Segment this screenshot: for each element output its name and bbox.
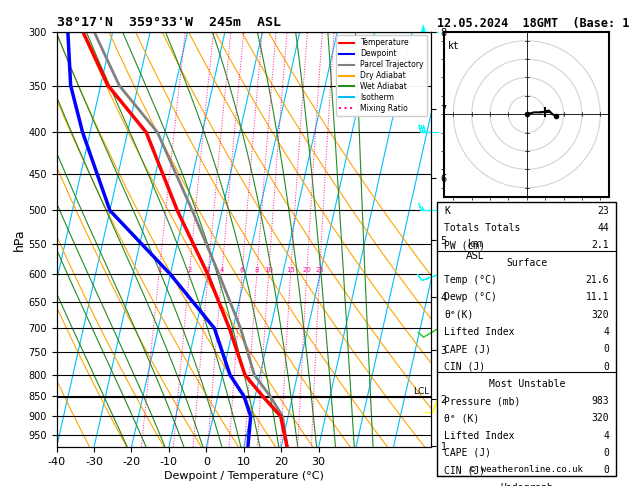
Text: 12.05.2024  18GMT  (Base: 12): 12.05.2024 18GMT (Base: 12) [437, 17, 629, 30]
Text: © weatheronline.co.uk: © weatheronline.co.uk [470, 465, 583, 473]
Text: Dewp (°C): Dewp (°C) [444, 292, 497, 302]
Text: Hodograph: Hodograph [500, 483, 554, 486]
Text: 38°17'N  359°33'W  245m  ASL: 38°17'N 359°33'W 245m ASL [57, 16, 281, 29]
Text: 6: 6 [240, 267, 244, 273]
Text: CAPE (J): CAPE (J) [444, 344, 491, 354]
Text: 0: 0 [603, 344, 610, 354]
Text: 44: 44 [598, 223, 610, 233]
Text: 4: 4 [603, 431, 610, 441]
Text: 1: 1 [157, 267, 161, 273]
Text: 15: 15 [286, 267, 295, 273]
Text: Lifted Index: Lifted Index [444, 327, 515, 337]
Y-axis label: hPa: hPa [13, 228, 26, 251]
Text: Totals Totals: Totals Totals [444, 223, 521, 233]
Text: 320: 320 [592, 310, 610, 320]
Text: 983: 983 [592, 396, 610, 406]
Text: CIN (J): CIN (J) [444, 362, 486, 371]
Text: 23: 23 [598, 206, 610, 216]
Text: 25: 25 [315, 267, 324, 273]
Text: LCL: LCL [413, 387, 430, 396]
Text: Temp (°C): Temp (°C) [444, 275, 497, 285]
Text: 10: 10 [264, 267, 273, 273]
X-axis label: Dewpoint / Temperature (°C): Dewpoint / Temperature (°C) [164, 471, 324, 481]
Legend: Temperature, Dewpoint, Parcel Trajectory, Dry Adiabat, Wet Adiabat, Isotherm, Mi: Temperature, Dewpoint, Parcel Trajectory… [336, 35, 427, 116]
Text: 2.1: 2.1 [592, 241, 610, 250]
Text: 11.1: 11.1 [586, 292, 610, 302]
Text: 3: 3 [206, 267, 210, 273]
FancyBboxPatch shape [437, 202, 616, 476]
Y-axis label: km
ASL: km ASL [465, 240, 484, 261]
Text: Pressure (mb): Pressure (mb) [444, 396, 521, 406]
Text: θᵉ(K): θᵉ(K) [444, 310, 474, 320]
Text: Surface: Surface [506, 258, 547, 268]
Text: 0: 0 [603, 362, 610, 371]
Text: 2: 2 [187, 267, 192, 273]
Text: kt: kt [448, 41, 460, 51]
Text: θᵉ (K): θᵉ (K) [444, 414, 479, 423]
Text: CIN (J): CIN (J) [444, 465, 486, 475]
Text: 21.6: 21.6 [586, 275, 610, 285]
Text: 0: 0 [603, 465, 610, 475]
Text: 4: 4 [603, 327, 610, 337]
Text: Most Unstable: Most Unstable [489, 379, 565, 389]
Text: Lifted Index: Lifted Index [444, 431, 515, 441]
Text: 0: 0 [603, 448, 610, 458]
Text: PW (cm): PW (cm) [444, 241, 486, 250]
Text: 8: 8 [255, 267, 259, 273]
Text: 4: 4 [220, 267, 224, 273]
Text: K: K [444, 206, 450, 216]
Text: 20: 20 [303, 267, 311, 273]
Text: 320: 320 [592, 414, 610, 423]
Text: CAPE (J): CAPE (J) [444, 448, 491, 458]
